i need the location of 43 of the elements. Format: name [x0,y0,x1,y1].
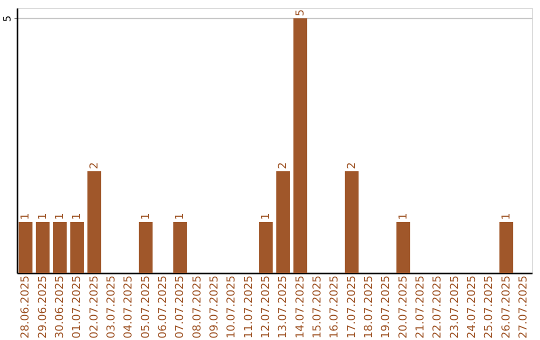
x-tick-label: 07.07.2025 [173,276,186,338]
x-tick-label: 27.07.2025 [516,276,530,338]
x-tick-label: 08.07.2025 [190,276,204,338]
data-label: 5 [293,9,306,16]
x-tick-label: 03.07.2025 [104,276,118,338]
data-label: 2 [344,162,358,170]
data-label: 2 [276,162,290,170]
data-label: 1 [396,213,410,220]
x-tick-label: 02.07.2025 [87,276,100,338]
x-tick-label: 23.07.2025 [448,276,461,338]
data-label: 1 [138,213,152,220]
x-tick-label: 15.07.2025 [310,276,324,338]
x-tick-label: 16.07.2025 [328,276,341,338]
data-label: 1 [18,213,32,220]
x-tick-label: 17.07.2025 [344,276,358,338]
x-tick-label: 20.07.2025 [396,276,410,338]
data-label: 1 [499,213,512,220]
x-tick-label: 30.06.2025 [52,276,66,338]
x-tick-label: 21.07.2025 [413,276,426,338]
x-tick-label: 10.07.2025 [224,276,238,338]
x-tick-label: 18.07.2025 [362,276,375,338]
x-tick-label: 11.07.2025 [242,276,255,338]
x-tick-label: 05.07.2025 [138,276,152,338]
data-label: 1 [36,213,49,220]
x-tick-label: 19.07.2025 [379,276,392,338]
data-label: 2 [87,162,100,170]
x-tick-label: 01.07.2025 [70,276,84,338]
x-tick-label: 14.07.2025 [293,276,306,338]
x-tick-label: 25.07.2025 [482,276,496,338]
x-tick-label: 09.07.2025 [207,276,220,338]
x-tick-label: 12.07.2025 [258,276,272,338]
data-label: 1 [70,213,84,220]
data-label: 1 [258,213,272,220]
x-tick-label: 29.06.2025 [36,276,49,338]
x-tick-label: 22.07.2025 [430,276,444,338]
x-tick-label: 26.07.2025 [499,276,512,338]
x-tick-label: 24.07.2025 [464,276,478,338]
x-tick-label: 06.07.2025 [156,276,169,338]
x-tick-label: 04.07.2025 [122,276,135,338]
data-label: 1 [52,213,66,220]
data-label: 1 [173,213,186,220]
x-tick-label: 13.07.2025 [276,276,290,338]
x-tick-label: 28.06.2025 [18,276,32,338]
